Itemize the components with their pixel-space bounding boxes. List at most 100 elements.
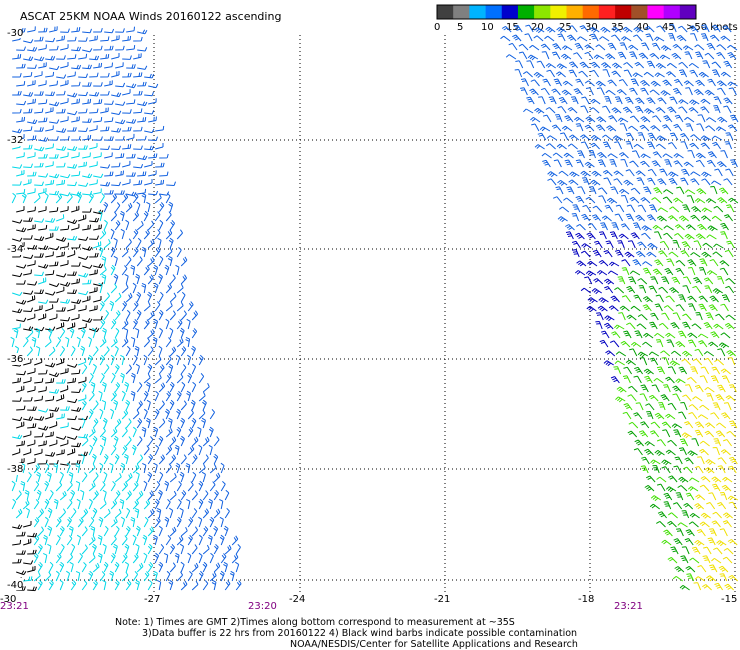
- wind-barb: [23, 358, 32, 366]
- wind-barb: [78, 358, 87, 366]
- legend-swatch: [679, 5, 697, 19]
- wind-barb: [67, 377, 77, 384]
- wind-barb: [690, 33, 698, 42]
- wind-barb: [49, 207, 59, 213]
- wind-barb: [675, 267, 685, 276]
- wind-barb: [607, 153, 618, 159]
- wind-barb: [643, 186, 652, 195]
- wind-barb: [609, 231, 618, 240]
- wind-barb: [615, 396, 626, 403]
- wind-barb: [187, 570, 193, 582]
- wind-barb: [78, 214, 87, 222]
- wind-barb: [49, 26, 58, 33]
- wind-barb: [681, 546, 690, 555]
- wind-barb: [639, 393, 648, 402]
- wind-barb: [136, 201, 141, 213]
- wind-barb: [627, 394, 637, 402]
- wind-barb: [27, 260, 36, 267]
- wind-barb: [136, 417, 143, 429]
- wind-barb: [710, 186, 718, 195]
- wind-barb: [100, 72, 110, 78]
- wind-barb: [654, 231, 662, 240]
- wind-barb: [34, 448, 43, 456]
- wind-barb: [546, 143, 556, 150]
- wind-barb: [27, 80, 36, 87]
- wind-barb: [198, 444, 203, 456]
- wind-barb: [695, 494, 706, 501]
- wind-barb: [562, 80, 573, 87]
- wind-barb: [56, 179, 66, 186]
- wind-barb: [685, 384, 693, 393]
- wind-barb: [558, 96, 568, 105]
- wind-barb: [680, 177, 689, 186]
- wind-barb: [38, 313, 47, 321]
- wind-barb: [665, 295, 675, 303]
- wind-barb: [660, 45, 672, 52]
- wind-barb: [27, 386, 36, 393]
- wind-barb: [130, 372, 136, 384]
- wind-barb: [224, 489, 230, 501]
- wind-barb: [59, 327, 66, 339]
- wind-barb: [154, 552, 160, 564]
- wind-barb: [643, 368, 654, 375]
- wind-barb: [541, 51, 550, 60]
- wind-barb: [705, 312, 714, 321]
- wind-barb: [542, 159, 551, 168]
- wind-barb: [46, 471, 52, 483]
- wind-barb: [201, 471, 206, 483]
- wind-barb: [110, 517, 118, 528]
- wind-barb: [202, 399, 207, 411]
- wind-barb: [220, 480, 226, 492]
- wind-barb: [26, 328, 34, 339]
- legend-label: 0: [434, 22, 440, 33]
- wind-barb: [44, 480, 50, 492]
- wind-barb: [71, 27, 81, 33]
- wind-barb: [144, 179, 153, 186]
- wind-barb: [81, 364, 88, 375]
- wind-barb: [191, 471, 197, 483]
- wind-barb: [55, 517, 62, 528]
- wind-barb: [119, 498, 125, 510]
- wind-barb: [80, 453, 85, 465]
- wind-barb: [713, 105, 721, 114]
- wind-barb: [180, 310, 187, 321]
- wind-barb: [176, 246, 182, 258]
- wind-barb: [115, 45, 125, 51]
- wind-barb: [71, 64, 82, 70]
- wind-barb: [704, 89, 715, 96]
- wind-barb: [16, 299, 27, 305]
- wind-barb: [652, 268, 663, 276]
- wind-barb: [565, 231, 574, 240]
- wind-barb: [611, 62, 623, 69]
- wind-barb: [235, 543, 241, 555]
- wind-barb: [12, 72, 22, 78]
- wind-barb: [55, 336, 62, 348]
- wind-barb: [686, 195, 695, 204]
- wind-barb: [35, 327, 41, 339]
- wind-barb: [685, 529, 695, 537]
- wind-barb: [38, 386, 47, 393]
- wind-barb: [38, 206, 47, 213]
- wind-barb: [541, 152, 552, 159]
- wind-barb: [652, 151, 662, 159]
- wind-barb: [643, 71, 654, 78]
- lon-label: -24: [289, 594, 305, 605]
- wind-barb: [165, 373, 172, 384]
- wind-barb: [651, 384, 660, 393]
- wind-barb: [16, 440, 25, 447]
- wind-barb: [103, 238, 111, 249]
- wind-barb: [634, 61, 645, 69]
- wind-barb: [130, 516, 136, 528]
- swath-times: 23:21 23:20 23:21: [0, 601, 643, 612]
- wind-barb: [728, 87, 737, 96]
- wind-barb: [12, 291, 23, 296]
- wind-barb: [34, 289, 44, 294]
- wind-barb: [655, 143, 666, 150]
- wind-barb: [616, 89, 627, 96]
- wind-barb: [133, 164, 144, 169]
- wind-barb: [132, 570, 139, 582]
- wind-barb: [553, 196, 563, 204]
- wind-barb: [198, 354, 204, 366]
- wind-barb: [719, 492, 728, 501]
- wind-barb: [637, 351, 649, 358]
